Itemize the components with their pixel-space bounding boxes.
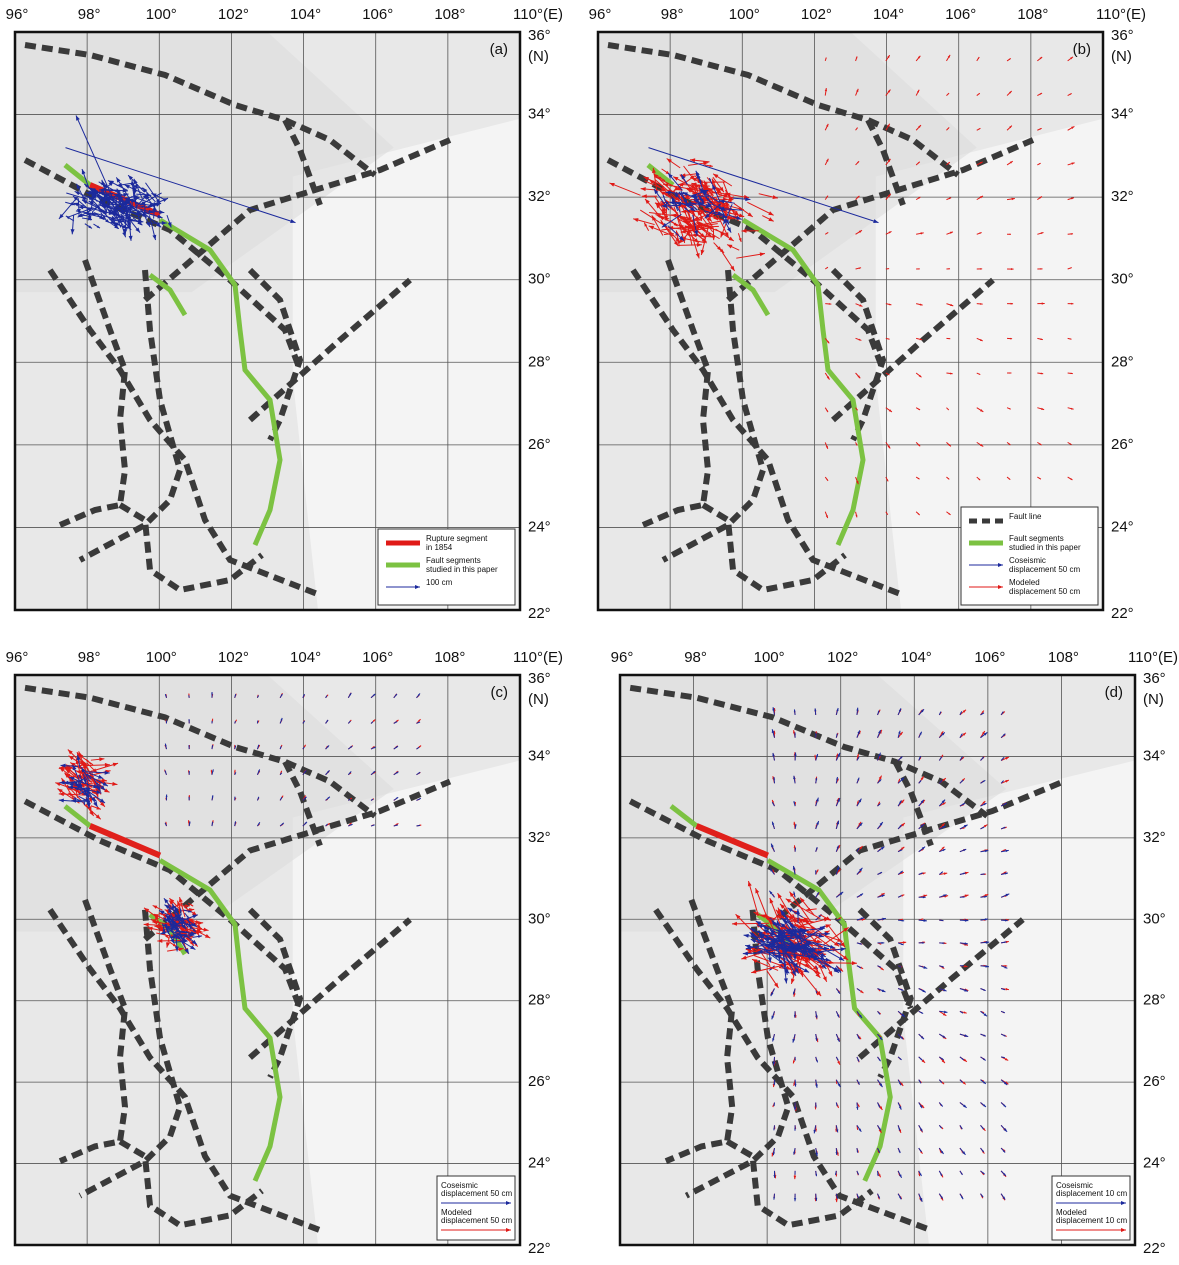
- lon-label: 98°: [661, 6, 684, 23]
- legend-text: Fault line: [1009, 512, 1042, 521]
- lon-label: 98°: [684, 649, 707, 666]
- lat-unit: (N): [528, 691, 549, 708]
- lat-label: 32°: [1143, 829, 1166, 846]
- lat-unit: (N): [1111, 48, 1132, 65]
- lat-label: 24°: [1111, 518, 1134, 535]
- lat-label: 24°: [528, 1155, 551, 1172]
- lon-label: 106°: [945, 6, 976, 23]
- lon-label: 110°(E): [1096, 6, 1146, 23]
- lat-label: 22°: [528, 605, 551, 622]
- lon-label: 100°: [754, 649, 785, 666]
- legend-text: displacement 10 cm: [1056, 1189, 1127, 1198]
- lat-label: 22°: [528, 1240, 551, 1257]
- lon-label: 110°(E): [1128, 649, 1178, 666]
- lat-label: 32°: [528, 188, 551, 205]
- panel-label: (b): [1073, 41, 1091, 58]
- lon-label: 96°: [589, 6, 612, 23]
- panel-label: (d): [1105, 684, 1123, 701]
- lon-label: 108°: [434, 649, 465, 666]
- lon-label: 106°: [362, 649, 393, 666]
- page: (a) 96° 98° 100° 102° 104° 106° 108° 110°(E) 36° 3…: [0, 0, 1179, 1265]
- lat-unit: (N): [528, 48, 549, 65]
- lat-label: 28°: [1111, 353, 1134, 370]
- legend-text: Modeled: [1009, 578, 1040, 587]
- lat-label: 32°: [528, 829, 551, 846]
- lat-label: 28°: [1143, 992, 1166, 1009]
- lat-label: 30°: [1143, 910, 1166, 927]
- lat-label: 24°: [1143, 1155, 1166, 1172]
- lat-label: 34°: [528, 106, 551, 123]
- legend-text: 100 cm: [426, 578, 453, 587]
- lon-label: 98°: [78, 649, 101, 666]
- map-panel: (a) 96° 98° 100° 102° 104° 106° 108° 110°(E) 36° 3…: [6, 6, 563, 622]
- lon-label: 98°: [78, 6, 101, 23]
- lat-label: 36°: [1111, 27, 1134, 44]
- lon-label: 100°: [729, 6, 760, 23]
- legend-text: Fault segments: [426, 556, 481, 565]
- lat-label: 30°: [528, 910, 551, 927]
- lon-label: 102°: [801, 6, 832, 23]
- lon-label: 104°: [873, 6, 904, 23]
- legend-text: in 1854: [426, 543, 453, 552]
- lon-label: 108°: [1017, 6, 1048, 23]
- legend-text: studied in this paper: [426, 565, 498, 574]
- lon-label: 110°(E): [513, 6, 563, 23]
- lat-label: 26°: [528, 1073, 551, 1090]
- lat-label: 34°: [1111, 106, 1134, 123]
- lon-label: 104°: [290, 649, 321, 666]
- lon-label: 102°: [827, 649, 858, 666]
- lon-label: 102°: [218, 6, 249, 23]
- lat-label: 22°: [1111, 605, 1134, 622]
- map-panel: (d) 96° 98° 100° 102° 104° 106° 108° 110°(E) 36° 3…: [611, 649, 1178, 1257]
- lon-label: 108°: [434, 6, 465, 23]
- lat-label: 34°: [1143, 747, 1166, 764]
- lon-label: 102°: [218, 649, 249, 666]
- lat-label: 34°: [528, 747, 551, 764]
- legend-text: Fault segments: [1009, 534, 1064, 543]
- lat-label: 30°: [528, 271, 551, 288]
- lat-unit: (N): [1143, 691, 1164, 708]
- legend-text: studied in this paper: [1009, 543, 1081, 552]
- lat-label: 28°: [528, 992, 551, 1009]
- panel-label: (c): [491, 684, 509, 701]
- lon-label: 96°: [611, 649, 634, 666]
- lat-label: 26°: [528, 436, 551, 453]
- lat-label: 32°: [1111, 188, 1134, 205]
- lon-label: 110°(E): [513, 649, 563, 666]
- legend-text: displacement 10 cm: [1056, 1216, 1127, 1225]
- map-panel: (b) 96° 98° 100° 102° 104° 106° 108° 110°(E) 36° 3…: [589, 6, 1146, 622]
- legend-text: Coseismic: [1009, 556, 1046, 565]
- lat-label: 28°: [528, 353, 551, 370]
- lat-label: 26°: [1111, 436, 1134, 453]
- legend-text: displacement 50 cm: [441, 1189, 512, 1198]
- legend-text: displacement 50 cm: [1009, 587, 1080, 596]
- lat-label: 26°: [1143, 1073, 1166, 1090]
- lon-label: 100°: [146, 6, 177, 23]
- lon-label: 96°: [6, 6, 29, 23]
- lon-label: 104°: [290, 6, 321, 23]
- lat-label: 36°: [1143, 670, 1166, 687]
- panel-label: (a): [490, 41, 508, 58]
- lon-label: 106°: [974, 649, 1005, 666]
- lon-label: 108°: [1048, 649, 1079, 666]
- map-panel: (c) 96° 98° 100° 102° 104° 106° 108° 110°(E) 36° 3…: [6, 649, 563, 1257]
- lat-label: 36°: [528, 27, 551, 44]
- legend-text: displacement 50 cm: [441, 1216, 512, 1225]
- lon-label: 106°: [362, 6, 393, 23]
- lat-label: 24°: [528, 518, 551, 535]
- lon-label: 100°: [146, 649, 177, 666]
- lat-label: 36°: [528, 670, 551, 687]
- lon-label: 96°: [6, 649, 29, 666]
- displacement-arrow: [732, 923, 769, 924]
- figure: (a) 96° 98° 100° 102° 104° 106° 108° 110°(E) 36° 3…: [0, 0, 1179, 1265]
- lon-label: 104°: [901, 649, 932, 666]
- lat-label: 30°: [1111, 271, 1134, 288]
- legend-text: displacement 50 cm: [1009, 565, 1080, 574]
- legend-text: Rupture segment: [426, 534, 488, 543]
- lat-label: 22°: [1143, 1240, 1166, 1257]
